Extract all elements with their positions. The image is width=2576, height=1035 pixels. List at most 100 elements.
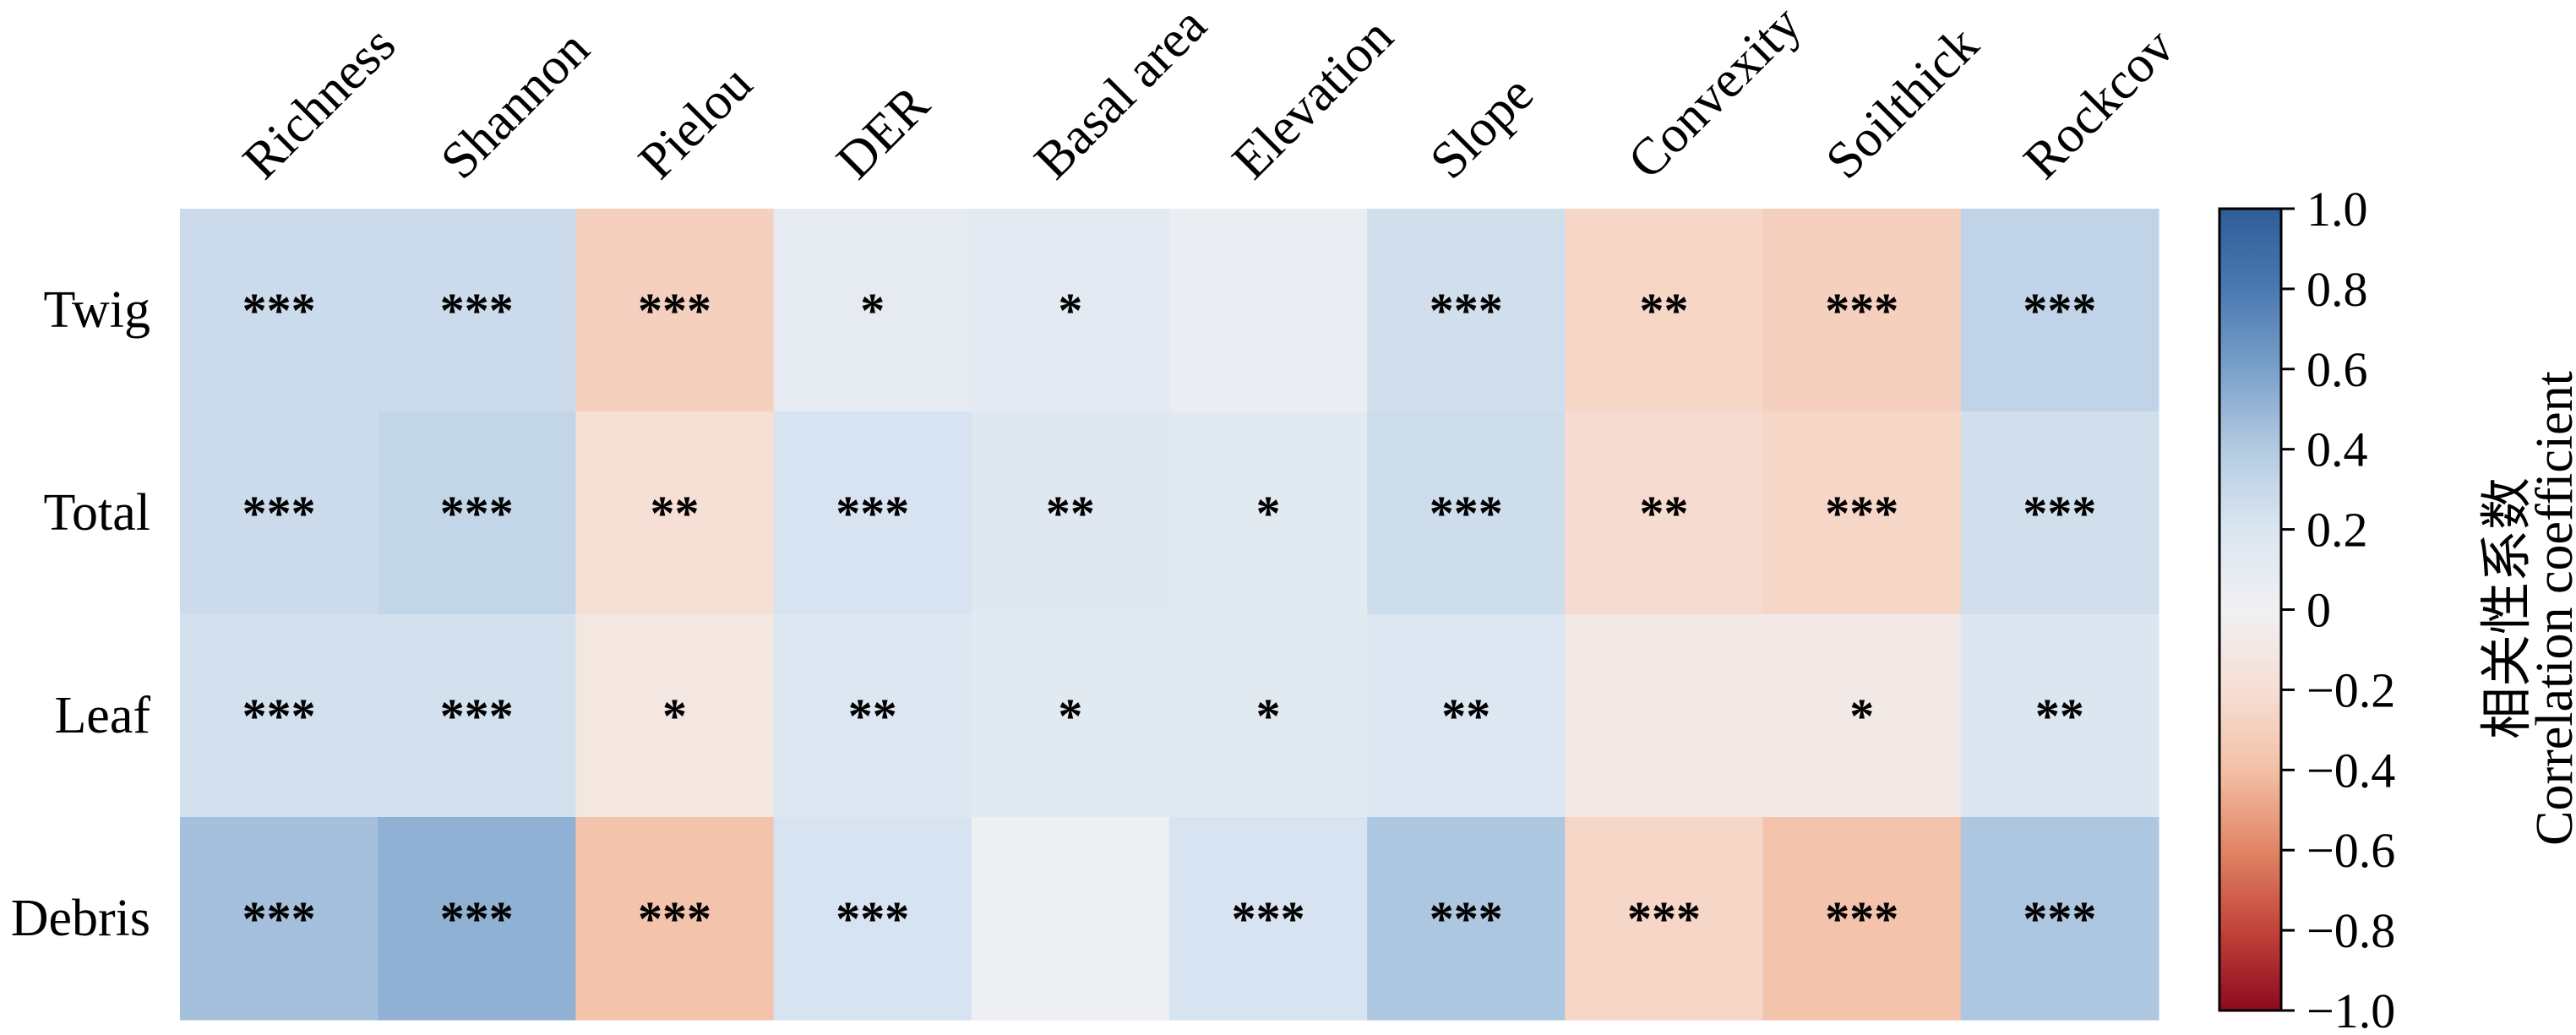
- significance-mark: ***: [242, 891, 316, 946]
- heatmap-cell: [773, 411, 972, 615]
- significance-mark: ***: [1430, 891, 1503, 946]
- heatmap-cell: [1762, 411, 1962, 615]
- significance-mark: ***: [242, 689, 316, 744]
- significance-mark: **: [1046, 486, 1095, 541]
- column-label: DER: [825, 75, 940, 190]
- colorbar-tick-label: 0.8: [2306, 262, 2368, 317]
- column-label: Basal area: [1024, 0, 1217, 190]
- heatmap-cell: [180, 411, 379, 615]
- heatmap-cell: [378, 209, 576, 412]
- significance-mark: ***: [836, 891, 909, 946]
- significance-mark: **: [1640, 283, 1689, 338]
- significance-mark: ***: [440, 689, 514, 744]
- significance-mark: **: [2035, 689, 2084, 744]
- significance-mark: ***: [1825, 283, 1898, 338]
- heatmap-cell: [1367, 411, 1566, 615]
- row-label: Twig: [43, 281, 150, 339]
- significance-mark: *: [1849, 689, 1874, 744]
- colorbar-tick-label: −1.0: [2306, 983, 2395, 1035]
- significance-mark: ***: [1430, 486, 1503, 541]
- heatmap-cell: [378, 411, 576, 615]
- heatmap-cell: [1960, 411, 2159, 615]
- significance-mark: ***: [836, 486, 909, 541]
- significance-mark: ***: [2023, 486, 2096, 541]
- significance-mark: ***: [1627, 891, 1701, 946]
- colorbar-tick-label: −0.2: [2306, 662, 2395, 717]
- heatmap-cell: [1367, 209, 1566, 412]
- significance-mark: **: [1441, 689, 1490, 744]
- significance-mark: **: [1640, 486, 1689, 541]
- column-label: Pielou: [628, 55, 763, 190]
- heatmap-cell: [378, 817, 576, 1021]
- significance-mark: ***: [440, 891, 514, 946]
- heatmap-cell: [1565, 209, 1764, 412]
- heatmap-cell: [773, 614, 972, 818]
- colorbar-tick-label: −0.4: [2306, 743, 2395, 798]
- column-label: Richness: [232, 16, 406, 190]
- heatmap-cell: [1169, 411, 1368, 615]
- significance-mark: **: [848, 689, 897, 744]
- significance-mark: ***: [1232, 891, 1305, 946]
- significance-mark: ***: [638, 891, 711, 946]
- heatmap-cell: [971, 209, 1170, 412]
- heatmap-cell: [575, 614, 775, 818]
- significance-mark: ***: [1430, 283, 1503, 338]
- significance-mark: ***: [1825, 891, 1898, 946]
- colorbar-tick-label: 1.0: [2306, 182, 2368, 237]
- heatmap-cell: [1565, 817, 1764, 1021]
- heatmap-cell: [378, 614, 576, 818]
- heatmap-cell: [1565, 614, 1764, 818]
- heatmap-cell: [1169, 209, 1368, 412]
- colorbar-ticks: 1.0 0.8 0.6 0.4 0.2 0 −0.2 −0.4 −0.6 −0.8 −1.0: [2281, 182, 2395, 1035]
- heatmap-cell: [1169, 817, 1368, 1021]
- colorbar-tick-label: 0.6: [2306, 342, 2368, 397]
- heatmap-cell: [1565, 411, 1764, 615]
- heatmap-cell: [1762, 614, 1962, 818]
- heatmap-cell: [1367, 817, 1566, 1021]
- colorbar: 1.0 0.8 0.6 0.4 0.2 0 −0.2 −0.4 −0.6 −0.8 −1.0 相关性…: [2218, 182, 2576, 1035]
- significance-mark: **: [651, 486, 700, 541]
- row-label: Total: [43, 484, 150, 542]
- heatmap-cells: [180, 209, 2159, 1021]
- significance-mark: *: [860, 283, 885, 338]
- heatmap-cell: [1367, 614, 1566, 818]
- significance-mark: *: [1256, 689, 1281, 744]
- colorbar-label-cn: 相关性系数: [2479, 477, 2536, 739]
- column-label: Rockcov: [2013, 18, 2186, 190]
- colorbar-tick-label: 0.4: [2306, 422, 2368, 477]
- heatmap-cell: [773, 209, 972, 412]
- column-label: Convexity: [1617, 0, 1812, 190]
- significance-mark: *: [1058, 283, 1082, 338]
- column-labels: Richness Shannon Pielou DER Basal area Elevat…: [232, 0, 2186, 190]
- heatmap-cell: [180, 614, 379, 818]
- heatmap-cell: [180, 817, 379, 1021]
- colorbar-tick-label: 0.2: [2306, 503, 2368, 558]
- colorbar-tick-label: 0: [2306, 583, 2331, 638]
- colorbar-label-en: Correlation coefficient: [2526, 371, 2576, 846]
- significance-mark: ***: [242, 486, 316, 541]
- significance-mark: ***: [1825, 486, 1898, 541]
- heatmap-cell: [575, 209, 775, 412]
- significance-mark: ***: [2023, 283, 2096, 338]
- significance-mark: *: [1256, 486, 1281, 541]
- significance-mark: ***: [440, 283, 514, 338]
- heatmap-cell: [1960, 817, 2159, 1021]
- row-label: Leaf: [54, 687, 150, 744]
- heatmap-cell: [1762, 209, 1962, 412]
- heatmap-cell: [1960, 209, 2159, 412]
- significance-mark: *: [1058, 689, 1082, 744]
- heatmap-cell: [971, 817, 1170, 1021]
- significance-mark: ***: [638, 283, 711, 338]
- significance-mark: ***: [2023, 891, 2096, 946]
- significance-mark: *: [662, 689, 687, 744]
- row-labels: Twig Total Leaf Debris: [11, 281, 151, 947]
- significance-mark: ***: [242, 283, 316, 338]
- column-label: Shannon: [430, 19, 601, 190]
- row-label: Debris: [11, 890, 150, 947]
- heatmap-cell: [575, 817, 775, 1021]
- column-label: Soilthick: [1815, 15, 1989, 189]
- heatmap-cell: [971, 411, 1170, 615]
- heatmap-cell: [773, 817, 972, 1021]
- heatmap-cell: [1960, 614, 2159, 818]
